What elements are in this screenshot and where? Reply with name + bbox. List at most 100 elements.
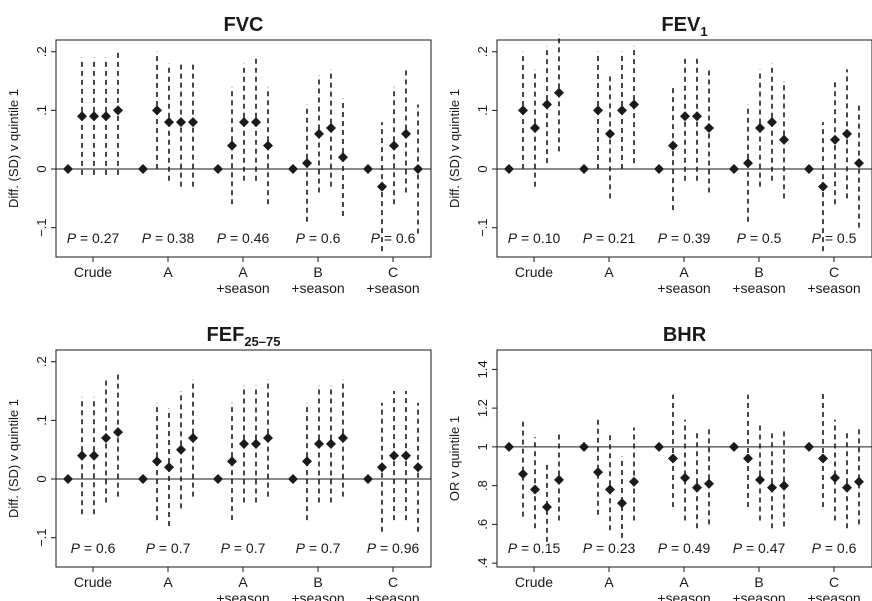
point-estimate	[767, 482, 777, 493]
point-estimate	[239, 438, 249, 449]
point-estimate	[729, 441, 739, 452]
point-estimate	[377, 462, 387, 473]
p-value-label: P = 0.6	[71, 540, 116, 556]
point-estimate	[804, 164, 814, 175]
y-tick-label: 1.4	[475, 360, 490, 378]
point-estimate	[227, 456, 237, 467]
p-value-label: P = 0.46	[217, 230, 270, 246]
p-value-number: = 0.5	[746, 230, 782, 246]
p-value-letter: P	[142, 230, 152, 246]
y-tick-label: .6	[475, 519, 490, 530]
x-category-label: C	[388, 264, 398, 280]
point-estimate	[518, 469, 528, 479]
point-estimate	[680, 472, 690, 483]
point-estimate	[164, 117, 174, 128]
point-estimate	[755, 474, 765, 485]
point-estimate	[554, 87, 564, 98]
p-value-label: P = 0.6	[812, 540, 857, 556]
point-estimate	[767, 117, 777, 128]
point-estimate	[302, 456, 312, 467]
panel-title: FVC	[224, 14, 264, 36]
point-estimate	[176, 117, 186, 128]
p-value-label: P = 0.15	[508, 540, 561, 556]
point-estimate	[113, 105, 123, 116]
y-axis-title: OR v quintile 1	[447, 416, 462, 501]
point-estimate	[743, 158, 753, 169]
p-value-number: = 0.7	[230, 540, 266, 556]
y-axis-title: Diff. (SD) v quintile 1	[447, 89, 462, 208]
point-estimate	[779, 480, 789, 491]
panel-3: FEF25–75 −.1 0 .1 .2 Diff. (SD) v quintile 1 C…	[6, 324, 432, 601]
point-estimate	[213, 164, 223, 175]
y-tick-label: .2	[475, 46, 490, 57]
point-estimate	[227, 140, 237, 151]
p-value-number: = 0.6	[821, 540, 857, 556]
point-estimate	[363, 474, 373, 485]
point-estimate	[152, 105, 162, 116]
x-category-label: B	[754, 264, 763, 280]
p-value-label: P = 0.6	[371, 230, 416, 246]
p-value-number: = 0.38	[151, 230, 194, 246]
point-estimate	[389, 450, 399, 461]
x-category-sublabel: +season	[807, 590, 860, 601]
p-value-letter: P	[658, 540, 668, 556]
point-estimate	[779, 134, 789, 145]
x-category-sublabel: +season	[291, 590, 344, 601]
y-tick-label: .1	[34, 105, 49, 116]
p-value-letter: P	[583, 230, 593, 246]
x-category-label: B	[313, 264, 322, 280]
y-tick-label: 1.2	[475, 399, 490, 417]
p-value-number: = 0.6	[380, 230, 416, 246]
panel-4: BHR .4 .6 .8 1 1.2 1.4 OR v quintile 1 Crude P = …	[447, 324, 872, 601]
panel-title-main: FEF	[207, 324, 245, 346]
p-value-number: = 0.39	[667, 230, 710, 246]
p-value-number: = 0.15	[517, 540, 560, 556]
p-value-label: P = 0.23	[583, 540, 636, 556]
p-value-label: P = 0.47	[733, 540, 786, 556]
x-category-label: C	[829, 264, 839, 280]
x-category-label: A	[238, 264, 248, 280]
point-estimate	[605, 484, 615, 495]
x-category-label: B	[754, 574, 763, 590]
point-estimate	[338, 152, 348, 163]
point-estimate	[413, 164, 423, 175]
y-tick-label: −.1	[34, 218, 49, 236]
point-estimate	[842, 482, 852, 493]
panel-title-subscript: 1	[700, 24, 707, 39]
point-estimate	[830, 472, 840, 483]
point-estimate	[668, 140, 678, 151]
point-estimate	[389, 140, 399, 151]
p-value-label: P = 0.21	[583, 230, 636, 246]
panel-1: FVC −.1 0 .1 .2 Diff. (SD) v quintile 1 Crude P…	[6, 14, 432, 296]
y-axis-title: Diff. (SD) v quintile 1	[6, 89, 21, 208]
y-tick-label: .1	[34, 415, 49, 426]
point-estimate	[729, 164, 739, 175]
p-value-letter: P	[296, 230, 306, 246]
point-estimate	[818, 181, 828, 192]
point-estimate	[654, 164, 664, 175]
x-category-sublabel: +season	[366, 280, 419, 296]
y-tick-label: 0	[34, 475, 49, 482]
point-estimate	[579, 164, 589, 175]
point-estimate	[704, 478, 714, 489]
x-category-label: B	[313, 574, 322, 590]
point-estimate	[138, 164, 148, 175]
point-estimate	[629, 476, 639, 487]
p-value-letter: P	[146, 540, 156, 556]
point-estimate	[755, 122, 765, 133]
y-axis-title: Diff. (SD) v quintile 1	[6, 399, 21, 518]
x-category-label: Crude	[74, 574, 112, 590]
point-estimate	[629, 99, 639, 110]
point-estimate	[77, 111, 87, 122]
x-category-sublabel: +season	[807, 280, 860, 296]
point-estimate	[830, 134, 840, 145]
point-estimate	[314, 128, 324, 139]
point-estimate	[377, 181, 387, 192]
panel-2: FEV1 −.1 0 .1 .2 Diff. (SD) v quintile 1 Crude…	[447, 14, 872, 296]
point-estimate	[138, 474, 148, 485]
x-category-sublabel: +season	[291, 280, 344, 296]
p-value-label: P = 0.38	[142, 230, 195, 246]
panel-title-main: FEV	[661, 14, 701, 36]
p-value-letter: P	[217, 230, 227, 246]
